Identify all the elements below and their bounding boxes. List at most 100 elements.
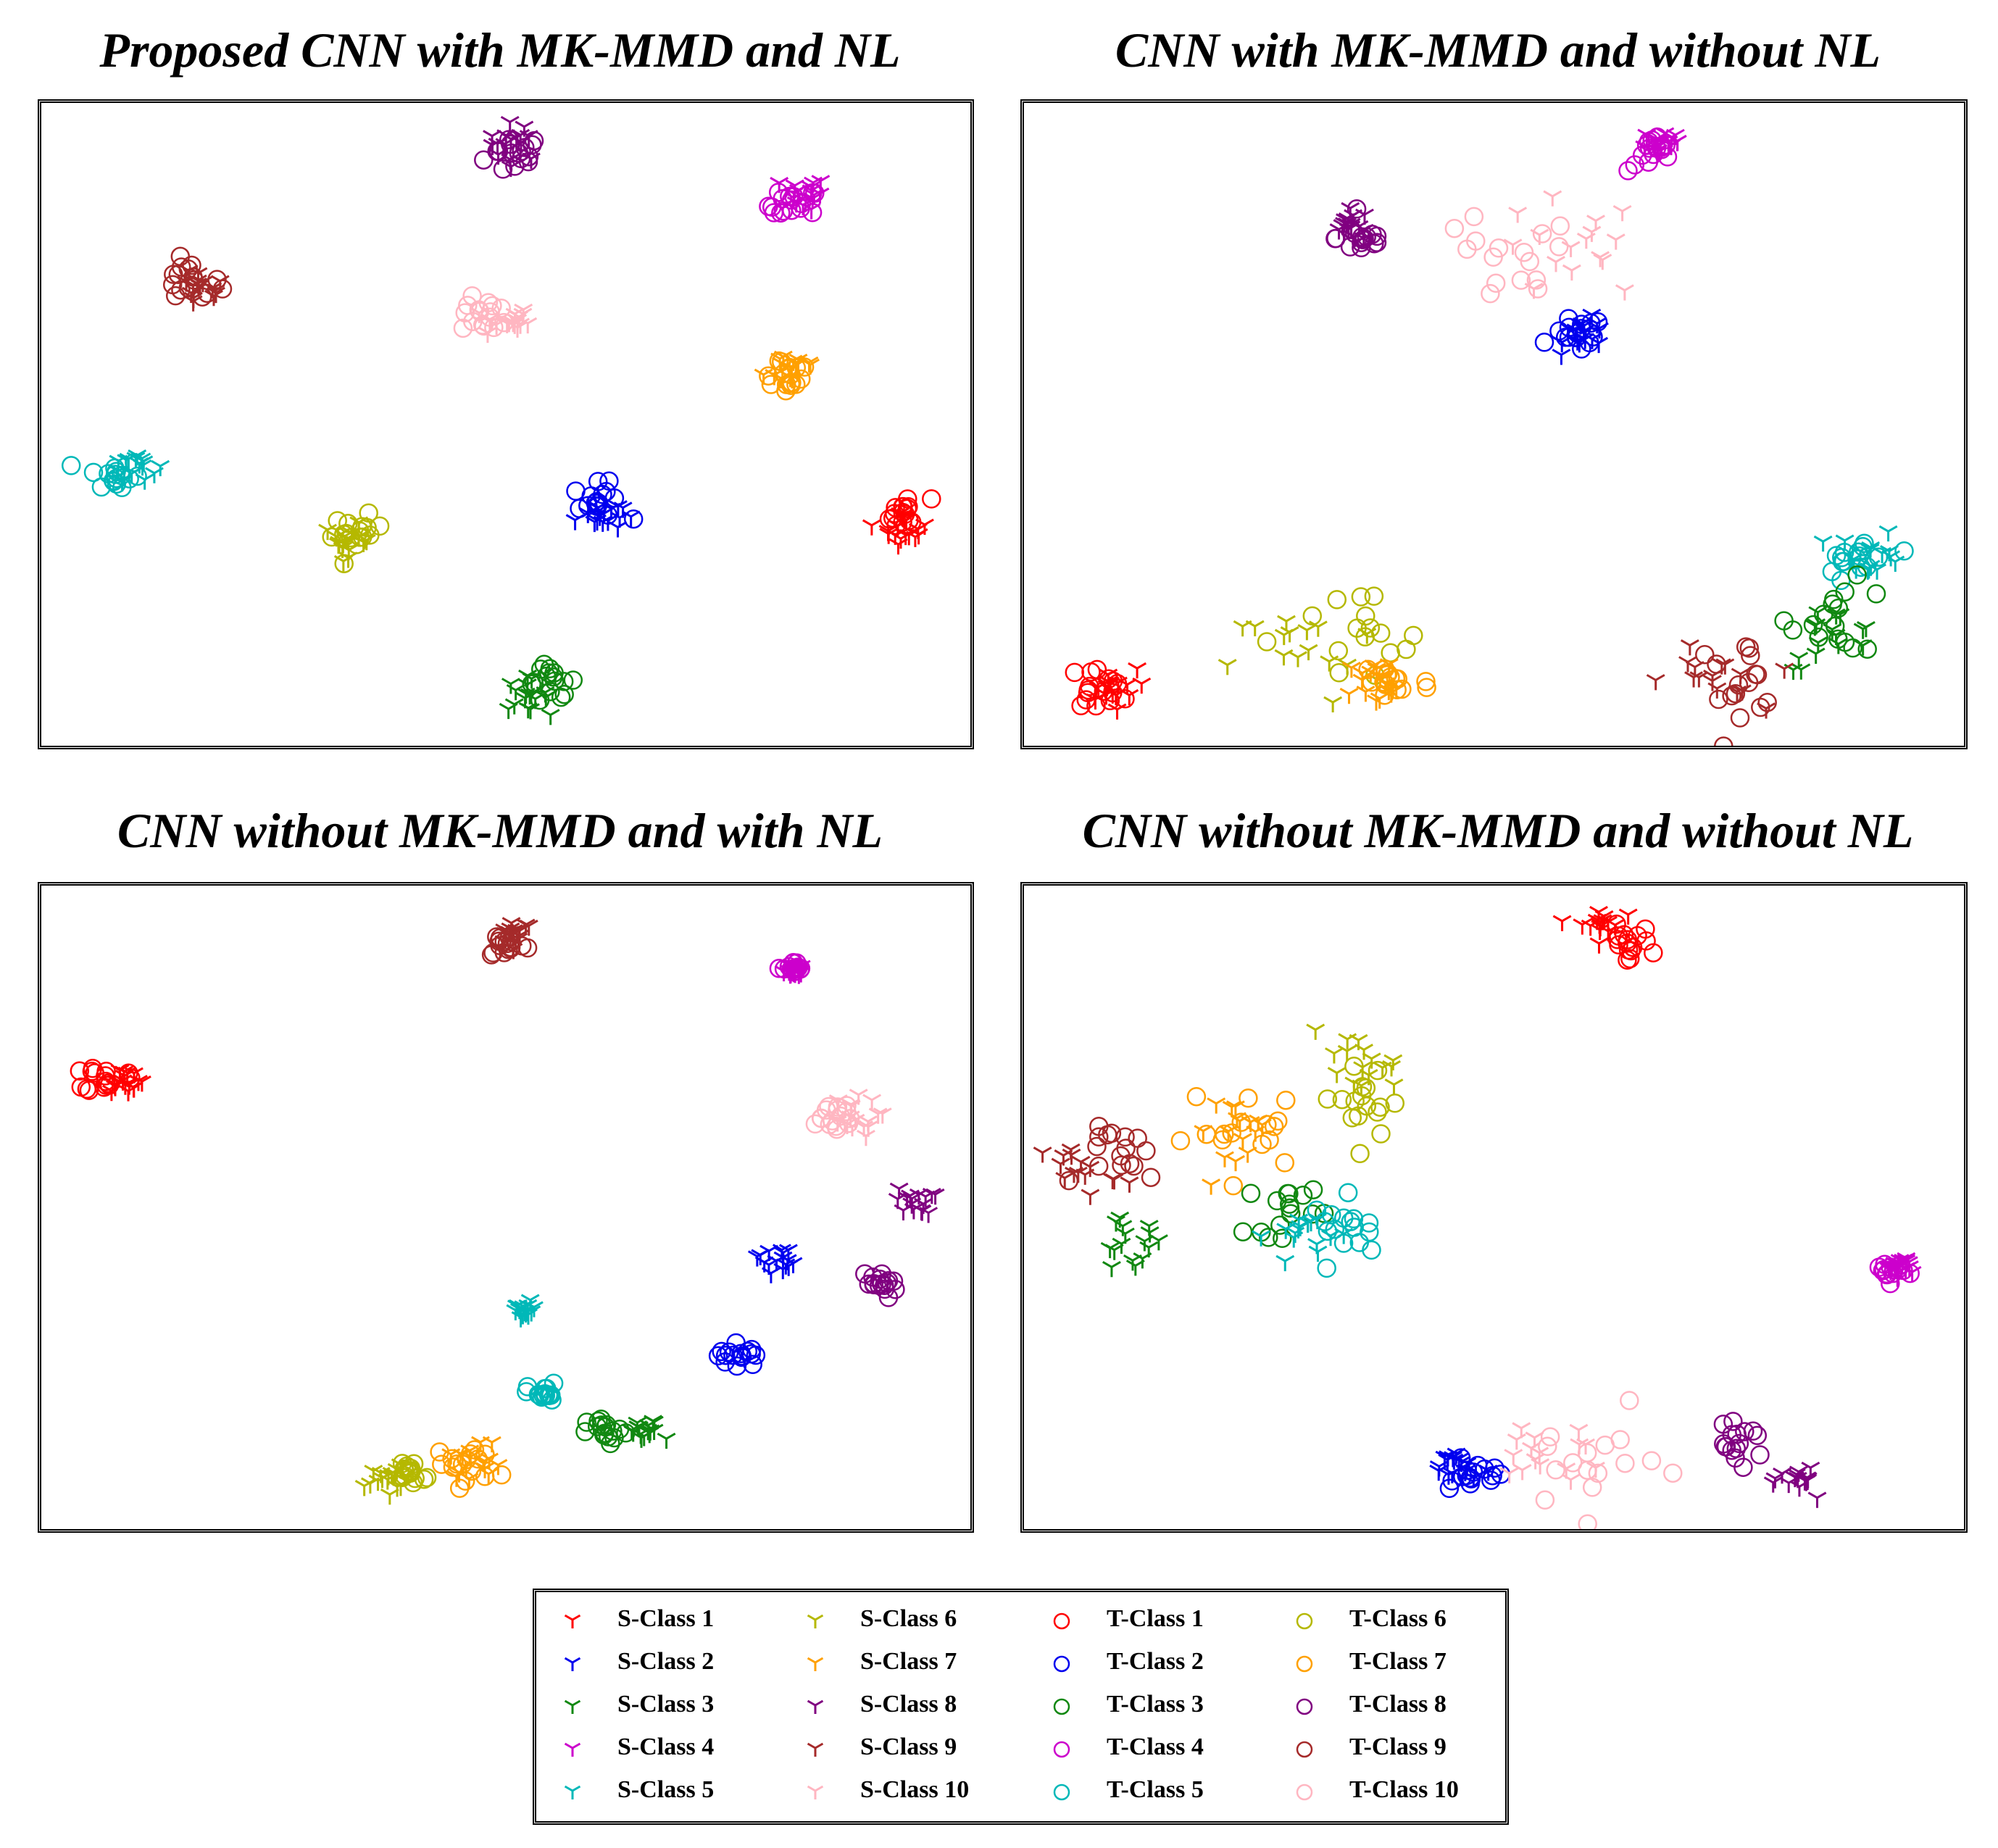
t-class-3-point: [575, 1422, 595, 1441]
t-class-8-point: [1735, 1422, 1755, 1441]
s-class-6-point: [349, 516, 369, 533]
t-class-6-point: [417, 1468, 437, 1488]
s-class-6-point: [1382, 1060, 1401, 1077]
s-class-1-point: [888, 538, 908, 555]
s-class-7-point: [488, 1459, 508, 1476]
s-class-6-point: [1217, 659, 1237, 675]
t-class-10-point: [1595, 1435, 1615, 1455]
panel-title-2: CNN with MK-MMD and without NL: [1115, 22, 1881, 78]
s-class-7-point: [1202, 1178, 1221, 1195]
t-class-1-point: [1618, 940, 1639, 960]
t-class-10-point: [1582, 1478, 1602, 1497]
s-class-9-point: [1055, 1172, 1075, 1189]
t-class-10-point: [1528, 279, 1548, 299]
t-class-6-point: [1329, 663, 1349, 683]
t-class-5-point: [1849, 542, 1868, 562]
s-class-4-point: [1902, 1265, 1922, 1283]
t-class-9-point: [1726, 683, 1746, 704]
t-class-2-point: [743, 1354, 762, 1375]
s-class-1-point: [878, 525, 898, 541]
s-class-3-point: [1104, 1244, 1124, 1260]
s-class-5-point: [1289, 1222, 1308, 1239]
t-class-9-point: [1722, 686, 1741, 706]
t-class-3-point: [1267, 1191, 1287, 1211]
t-class-7-point: [1196, 1124, 1217, 1144]
t-class-5-point: [61, 456, 81, 475]
cluster-class-4: [769, 953, 811, 984]
t-class-2-point: [719, 1342, 739, 1362]
s-class-9-point: [1684, 671, 1703, 688]
t-class-9-point: [1087, 1136, 1107, 1157]
s-class-7-point: [1249, 1114, 1268, 1131]
s-class-10-point: [857, 1129, 875, 1146]
s-class-8-point: [1763, 1476, 1783, 1493]
s-class-9-point: [1065, 1166, 1083, 1183]
s-class-9-point: [1081, 1160, 1100, 1178]
s-class-5-point: [132, 452, 151, 469]
cluster-class-5: [61, 449, 170, 498]
cluster-class-8: [1325, 199, 1387, 258]
t-class-8-point: [1743, 1421, 1763, 1441]
s-class-9-point: [1033, 1146, 1052, 1163]
s-class-8-point: [500, 115, 520, 133]
s-class-8-point: [1789, 1465, 1808, 1482]
s-class-6-point: [1384, 1078, 1404, 1095]
s-class-7-point: [475, 1462, 494, 1478]
t-class-10-point: [1444, 218, 1465, 238]
t-class-3-point: [1843, 638, 1862, 658]
s-class-3-point: [1139, 1220, 1159, 1236]
t-class-8-point: [1747, 1425, 1768, 1446]
t-class-6-point: [1364, 586, 1384, 606]
t-class-2-point: [1534, 333, 1554, 352]
cluster-class-4: [1869, 1252, 1922, 1294]
s-class-8-point: [925, 1188, 945, 1205]
tri-down-marker-icon: [807, 1657, 824, 1671]
t-class-9-point: [1124, 1156, 1144, 1176]
t-class-10-point: [1550, 216, 1570, 236]
s-class-9-point: [1051, 1157, 1070, 1174]
s-class-10-point: [1576, 233, 1596, 249]
s-class-5-point: [112, 475, 132, 492]
t-class-9-point: [1141, 1168, 1161, 1187]
t-class-3-point: [596, 1415, 617, 1435]
tri-down-marker-icon: [807, 1614, 824, 1628]
t-class-2-point: [566, 481, 586, 501]
s-class-2-point: [1442, 1467, 1462, 1483]
s-class-3-point: [1831, 608, 1850, 625]
s-class-6-point: [1289, 651, 1307, 667]
legend-label: S-Class 10: [860, 1776, 970, 1803]
t-class-5-point: [1317, 1258, 1336, 1278]
t-class-7-point: [1392, 679, 1412, 699]
s-class-7-point: [783, 372, 802, 389]
t-class-1-point: [1071, 696, 1091, 716]
t-class-3-point: [1803, 615, 1823, 635]
s-class-8-point: [1773, 1467, 1791, 1484]
s-class-7-point: [1238, 1146, 1257, 1163]
t-class-8-point: [875, 1275, 894, 1295]
t-class-8-point: [878, 1288, 899, 1307]
tri-down-marker-icon: [564, 1742, 581, 1757]
s-class-1-point: [113, 1074, 133, 1091]
s-class-10-point: [859, 1120, 878, 1137]
t-class-7-point: [761, 375, 781, 394]
s-class-9-point: [183, 278, 203, 296]
circle-marker-icon: [1053, 1784, 1070, 1801]
t-class-6-point: [1368, 1102, 1387, 1122]
s-class-10-point: [1499, 1467, 1519, 1483]
s-class-5-point: [1835, 534, 1855, 551]
t-class-6-point: [1368, 1060, 1388, 1081]
t-class-2-point: [712, 1341, 731, 1362]
s-class-7-point: [1370, 692, 1389, 709]
s-class-5-point: [1284, 1231, 1304, 1248]
t-class-2-point: [715, 1346, 736, 1365]
cluster-class-6: [354, 1454, 437, 1505]
t-class-6-point: [1257, 632, 1277, 652]
s-class-2-point: [1552, 336, 1572, 353]
s-class-1-point: [1086, 693, 1105, 709]
s-class-7-point: [1226, 1154, 1245, 1172]
s-class-7-point: [1379, 683, 1399, 701]
s-class-8-point: [501, 153, 520, 170]
t-class-1-point: [1065, 662, 1085, 683]
t-class-10-point: [453, 318, 473, 338]
s-class-10-point: [1530, 228, 1549, 246]
